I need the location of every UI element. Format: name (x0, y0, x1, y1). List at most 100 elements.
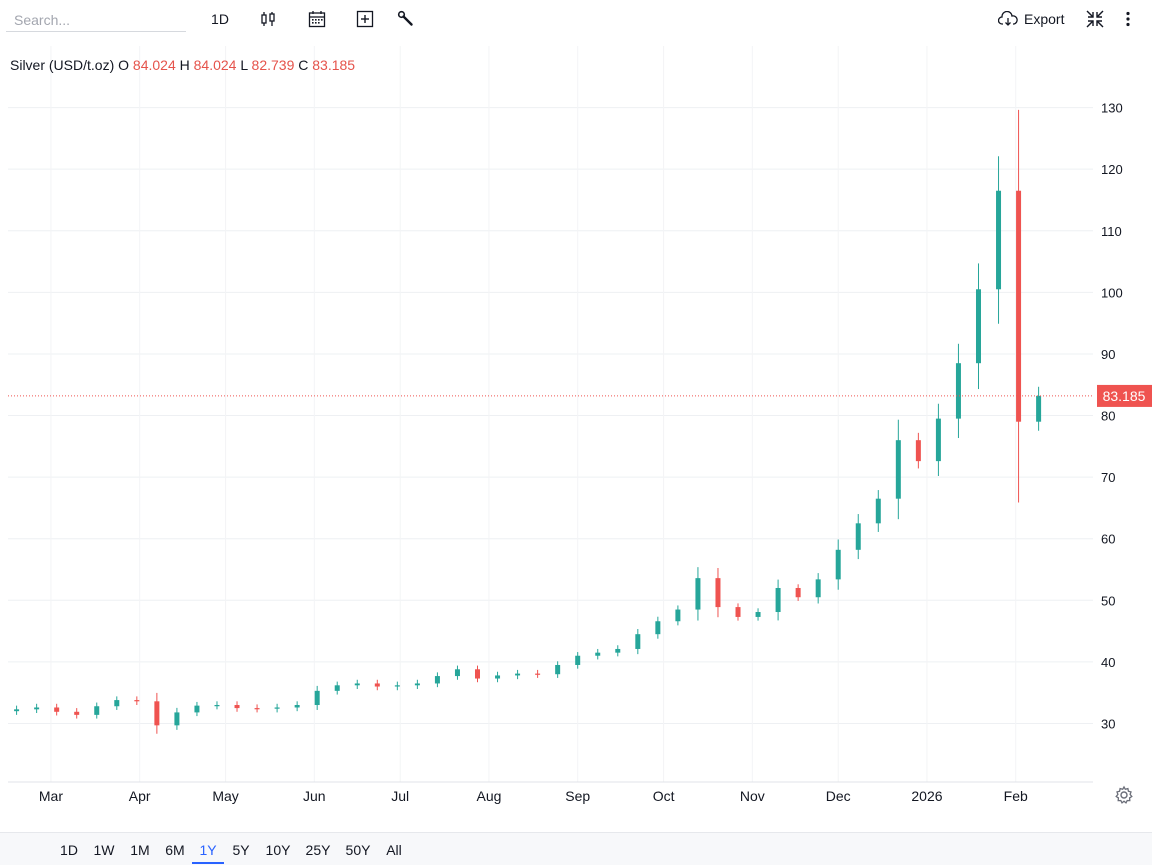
candlestick-icon (261, 12, 275, 26)
candle-body (675, 609, 681, 622)
plus-square-icon (356, 10, 374, 28)
add-indicator-button[interactable] (353, 6, 377, 32)
candle-body (234, 705, 240, 709)
candle-body (74, 711, 80, 715)
y-tick-label: 70 (1101, 470, 1115, 485)
candle-body (795, 587, 801, 598)
candle-body (414, 683, 420, 686)
date-range-button[interactable] (305, 6, 329, 32)
candle-body (895, 440, 901, 499)
settings-gear-icon[interactable] (1114, 785, 1134, 805)
candle-body (194, 705, 200, 713)
candle-body (94, 706, 100, 715)
candle-body (695, 578, 701, 610)
more-vertical-icon (1126, 11, 1130, 27)
collapse-button[interactable] (1084, 6, 1106, 32)
chart-grid (0, 38, 1152, 832)
x-tick-label: May (212, 788, 238, 804)
candle-body (515, 673, 521, 676)
legend-open-value: 84.024 (132, 57, 176, 73)
legend-high-label: H (179, 57, 190, 73)
range-button-1d[interactable]: 1D (60, 842, 78, 858)
candle-body (334, 685, 340, 691)
range-button-6m[interactable]: 6M (165, 842, 185, 858)
range-button-1w[interactable]: 1W (93, 842, 115, 858)
candle-body (855, 523, 861, 550)
x-tick-label: Oct (653, 788, 675, 804)
candle-body (454, 669, 460, 677)
range-bar (0, 832, 1152, 865)
legend-close-value: 83.185 (312, 57, 356, 73)
candle-body (374, 683, 380, 687)
candle-body (915, 440, 921, 462)
y-axis: 30 40 50 60 70 80 90 100 110 120 130 (1101, 101, 1123, 732)
y-tick-label: 110 (1101, 224, 1122, 239)
candle-body (775, 587, 781, 613)
candle-body (735, 607, 741, 617)
range-button-10y[interactable]: 10Y (265, 842, 291, 858)
candle-body (495, 675, 501, 679)
candle-body (214, 705, 220, 707)
range-button-50y[interactable]: 50Y (345, 842, 371, 858)
x-tick-label: Aug (476, 788, 501, 804)
ohlc-legend: Silver (USD/t.oz) O 84.024 H 84.024 L 82… (10, 57, 355, 73)
candle-body (555, 664, 561, 675)
y-tick-label: 40 (1101, 655, 1115, 670)
x-tick-label: 2026 (911, 788, 942, 804)
x-tick-label: Dec (826, 788, 851, 804)
search-input[interactable] (6, 8, 186, 32)
candle-body (875, 498, 881, 524)
candle-body (274, 707, 280, 709)
range-button-all[interactable]: All (386, 842, 402, 858)
y-tick-label: 130 (1101, 101, 1123, 116)
y-tick-label: 30 (1101, 716, 1115, 731)
wrench-icon (397, 10, 413, 26)
candle-body (174, 712, 180, 726)
legend-low-label: L (240, 57, 248, 73)
last-price-label: 83.185 (1097, 384, 1152, 407)
chart-type-button[interactable] (256, 6, 280, 32)
legend-low-value: 82.739 (251, 57, 295, 73)
x-tick-label: Apr (129, 788, 151, 804)
export-label: Export (1024, 11, 1065, 27)
export-button[interactable]: Export (998, 6, 1068, 32)
candle-body (635, 634, 641, 649)
x-tick-label: Jun (303, 788, 326, 804)
range-button-1m[interactable]: 1M (130, 842, 150, 858)
y-tick-label: 50 (1101, 593, 1115, 608)
interval-button[interactable]: 1D (211, 11, 229, 27)
candle-body (715, 578, 721, 608)
candle-body (975, 289, 981, 364)
candle-body (54, 707, 60, 712)
tools-button[interactable] (394, 6, 418, 32)
legend-close-label: C (298, 57, 309, 73)
candle-body (595, 652, 601, 656)
candle-body (575, 655, 581, 665)
range-button-5y[interactable]: 5Y (232, 842, 250, 858)
candle-body (755, 612, 761, 617)
toolbar: 1D (0, 0, 1152, 38)
x-tick-label: Feb (1004, 788, 1028, 804)
legend-symbol: Silver (USD/t.oz) (10, 57, 115, 73)
candle-body (535, 673, 541, 675)
x-tick-label: Nov (740, 788, 765, 804)
legend-high-value: 84.024 (193, 57, 237, 73)
candle-body (394, 685, 400, 687)
candle-body (154, 701, 160, 726)
candle-body (996, 190, 1002, 290)
candle-body (134, 700, 140, 702)
more-menu-button[interactable] (1120, 6, 1136, 32)
candle-body (655, 621, 661, 635)
range-button-25y[interactable]: 25Y (305, 842, 331, 858)
last-price-badge (1097, 384, 1152, 407)
y-tick-label: 80 (1101, 409, 1115, 424)
range-button-1y[interactable]: 1Y (192, 838, 224, 864)
legend-open-label: O (118, 57, 130, 73)
candle-body (935, 418, 941, 462)
candle-series (14, 109, 1042, 734)
candle-body (1016, 190, 1022, 422)
y-tick-label: 100 (1101, 285, 1123, 300)
calendar-icon (308, 11, 326, 28)
x-tick-label: Sep (565, 788, 590, 804)
price-chart[interactable]: 30 40 50 60 70 80 90 100 110 120 130 Mar Apr May Jun J… (0, 38, 1152, 832)
